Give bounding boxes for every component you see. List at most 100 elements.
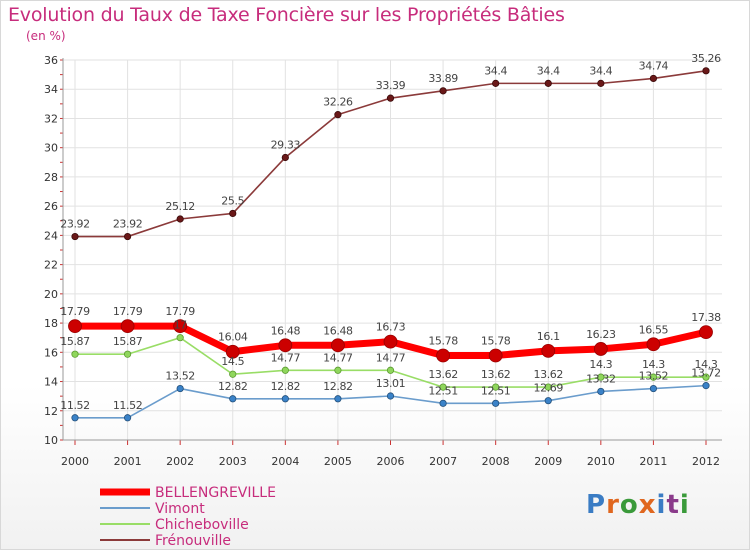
data-label: 33.89	[428, 72, 458, 85]
data-label: 16.23	[586, 328, 616, 341]
data-point	[176, 384, 184, 393]
x-tick-label: 2010	[587, 455, 615, 468]
data-label: 12.82	[323, 380, 353, 393]
data-point	[120, 319, 135, 334]
data-label: 13.62	[534, 368, 564, 381]
legend-label: Chicheboville	[155, 517, 249, 533]
y-tick-label: 24	[44, 229, 58, 242]
axes: 10 12 14 16 18 20 22 24 26 28 30 32 34 36 2000 2001 2002…	[44, 54, 722, 468]
data-label: 25.5	[221, 194, 244, 207]
data-point	[439, 87, 447, 95]
data-label: 15.87	[113, 335, 143, 348]
data-label: 16.1	[537, 330, 560, 343]
data-label: 13.62	[428, 368, 458, 381]
data-point	[699, 325, 713, 340]
y-tick-label: 14	[44, 376, 58, 389]
data-point	[281, 395, 289, 403]
data-point	[281, 366, 289, 374]
data-point	[386, 392, 395, 400]
data-point	[68, 319, 82, 334]
x-tick-label: 2007	[429, 455, 457, 468]
legend: BELLENGREVILLEVimontChichebovilleFrénouv…	[100, 485, 276, 549]
data-point	[597, 79, 605, 87]
data-label: 17.38	[691, 311, 721, 324]
data-point	[71, 232, 79, 241]
y-tick-label: 36	[44, 54, 58, 67]
data-label: 12.82	[218, 380, 248, 393]
data-label: 16.48	[323, 324, 353, 337]
data-point	[439, 399, 447, 407]
data-label: 33.39	[376, 79, 406, 92]
data-point	[492, 399, 500, 407]
data-label: 34.74	[639, 59, 669, 72]
data-point	[386, 94, 395, 102]
data-label: 11.52	[60, 399, 90, 412]
data-label: 12.51	[428, 384, 458, 397]
data-label: 15.78	[428, 335, 458, 348]
data-point	[649, 74, 658, 83]
x-tick-label: 2006	[377, 455, 405, 468]
data-point	[281, 153, 289, 162]
data-point	[593, 342, 608, 356]
data-label: 15.87	[60, 335, 90, 348]
data-point	[702, 67, 710, 75]
x-tick-label: 2003	[219, 455, 247, 468]
y-tick-label: 26	[44, 200, 58, 213]
x-tick-label: 2005	[324, 455, 352, 468]
data-label: 15.78	[481, 335, 511, 348]
y-axis-unit-label: (en %)	[26, 29, 66, 43]
chart-title: Evolution du Taux de Taxe Foncière sur l…	[8, 4, 565, 26]
data-point	[229, 370, 237, 378]
data-label: 35.26	[691, 52, 721, 65]
data-point	[176, 215, 184, 223]
y-tick-label: 10	[44, 434, 58, 447]
data-point	[383, 334, 398, 349]
data-point	[71, 414, 79, 422]
data-point	[646, 337, 661, 352]
data-point	[439, 383, 447, 391]
data-point	[225, 344, 240, 359]
data-point	[544, 383, 552, 391]
data-point	[492, 79, 500, 87]
y-tick-label: 18	[44, 317, 58, 330]
data-label: 13.62	[481, 368, 511, 381]
data-point	[597, 373, 605, 381]
data-label: 12.51	[481, 384, 511, 397]
data-label: 16.55	[639, 323, 669, 336]
proxiti-logo: Proxiti	[586, 490, 690, 520]
data-point	[229, 395, 237, 403]
data-point	[702, 382, 710, 390]
data-point	[649, 373, 658, 381]
y-tick-label: 30	[44, 142, 58, 155]
data-point	[597, 387, 605, 396]
data-point	[123, 414, 132, 422]
data-labels: 17.79 17.79 17.79 16.04 16.48 16.48 16.73 15.78…	[60, 52, 721, 412]
data-label: 17	[174, 319, 188, 332]
data-label: 17.79	[113, 305, 143, 318]
data-label: 17.79	[60, 305, 90, 318]
data-label: 14.3	[695, 358, 718, 371]
data-label: 14.5	[221, 355, 244, 368]
data-label: 13.01	[376, 377, 406, 390]
data-point	[278, 338, 293, 353]
data-label: 13.32	[586, 372, 616, 385]
data-label: 11.52	[113, 399, 143, 412]
data-point	[229, 209, 237, 218]
data-point	[544, 79, 552, 87]
y-tick-label: 28	[44, 171, 58, 184]
legend-label: BELLENGREVILLE	[155, 485, 276, 501]
data-label: 16.04	[218, 331, 248, 344]
data-point	[541, 343, 556, 358]
data-point	[123, 350, 132, 358]
grid	[63, 59, 722, 441]
data-point	[71, 350, 79, 358]
data-point	[331, 338, 345, 353]
x-tick-label: 2000	[61, 455, 89, 468]
data-label: 17.79	[165, 305, 195, 318]
data-label: 32.26	[323, 96, 353, 109]
legend-label: Frénouville	[155, 533, 231, 549]
x-tick-label: 2011	[639, 455, 667, 468]
data-label: 29.33	[271, 138, 301, 151]
